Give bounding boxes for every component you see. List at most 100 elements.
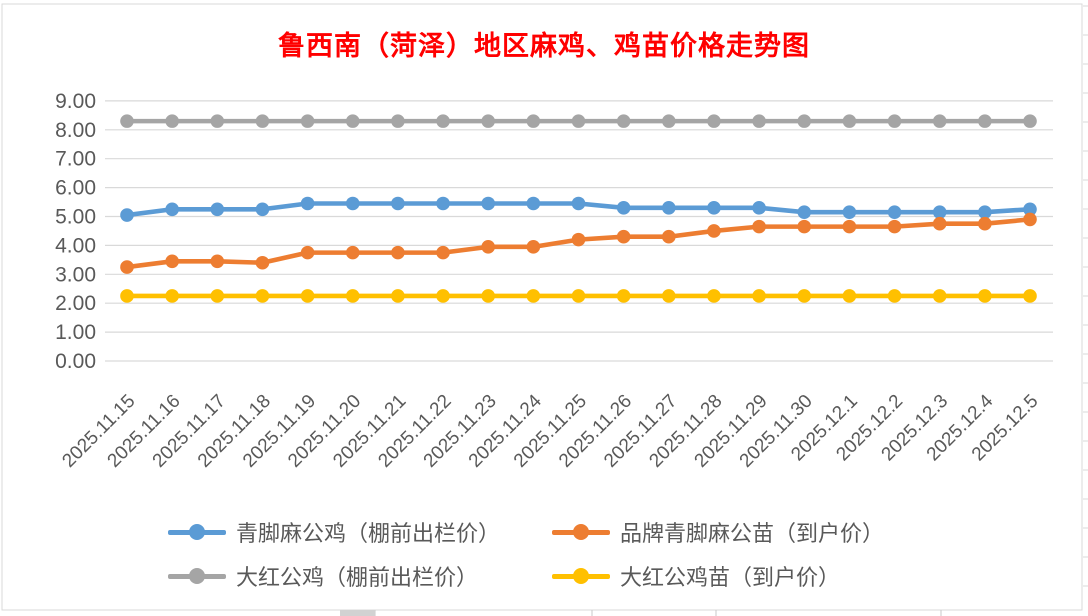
y-axis-tick-label: 4.00 xyxy=(55,234,96,257)
data-point xyxy=(391,245,405,260)
data-point xyxy=(210,202,225,217)
legend-label: 青脚麻公鸡（棚前出栏价） xyxy=(236,521,501,546)
data-point xyxy=(300,289,315,303)
y-axis-tick-label: 1.00 xyxy=(55,321,96,344)
data-point xyxy=(842,219,857,234)
data-point xyxy=(120,289,134,303)
data-point xyxy=(616,114,631,128)
legend-item-dahong-gongjimiao: 大红公鸡苗（到户价） xyxy=(552,558,840,594)
legend-item-qingjiaoma-gongji: 青脚麻公鸡（棚前出栏价） xyxy=(168,514,500,550)
chart-title: 鲁西南（菏泽）地区麻鸡、鸡苗价格走势图 xyxy=(278,31,810,61)
data-point xyxy=(165,114,179,128)
data-point xyxy=(391,289,405,303)
data-point xyxy=(978,114,992,128)
data-point xyxy=(345,114,360,128)
data-point xyxy=(707,224,721,238)
data-point xyxy=(345,196,360,211)
data-point xyxy=(255,289,270,303)
data-point xyxy=(707,114,721,128)
data-point xyxy=(165,202,179,217)
data-point xyxy=(526,289,541,303)
data-point xyxy=(345,245,360,260)
data-point xyxy=(932,205,947,219)
data-point xyxy=(887,219,902,234)
legend-line-marker-icon xyxy=(552,568,610,584)
data-point xyxy=(345,289,360,303)
data-point xyxy=(255,114,270,128)
data-point xyxy=(752,289,766,303)
data-point xyxy=(932,114,947,128)
data-point xyxy=(616,289,631,303)
data-point xyxy=(526,196,541,211)
data-point xyxy=(797,289,812,303)
data-point xyxy=(797,205,812,219)
legend-line-marker-icon xyxy=(168,524,226,540)
data-point xyxy=(210,114,225,128)
data-point xyxy=(436,196,450,211)
data-point xyxy=(165,254,179,269)
legend-line-marker-icon xyxy=(552,524,610,540)
data-point xyxy=(797,114,812,128)
data-point xyxy=(887,114,902,128)
data-point xyxy=(481,196,496,211)
y-axis-tick-label: 5.00 xyxy=(55,206,96,229)
data-point xyxy=(887,289,902,303)
data-point xyxy=(842,205,857,219)
data-point xyxy=(752,219,766,234)
data-point xyxy=(842,289,857,303)
data-point xyxy=(526,114,541,128)
chart-border xyxy=(1,3,1083,611)
data-point xyxy=(932,289,947,303)
data-point xyxy=(300,114,315,128)
y-axis-tick-label: 3.00 xyxy=(55,263,96,286)
data-point xyxy=(436,245,450,260)
data-point xyxy=(616,201,631,215)
data-point xyxy=(571,196,586,211)
data-point xyxy=(662,114,676,128)
data-point xyxy=(300,196,315,211)
data-point xyxy=(752,114,766,128)
data-point xyxy=(210,289,225,303)
data-point xyxy=(165,289,179,303)
data-point xyxy=(436,289,450,303)
data-point xyxy=(391,114,405,128)
data-point xyxy=(1023,114,1037,128)
data-point xyxy=(481,114,496,128)
y-axis-tick-label: 8.00 xyxy=(55,119,96,142)
data-point xyxy=(255,255,270,270)
data-point xyxy=(120,208,134,222)
data-point xyxy=(842,114,857,128)
y-axis-tick-label: 2.00 xyxy=(55,292,96,315)
data-point xyxy=(1023,289,1037,303)
data-point xyxy=(571,289,586,303)
data-point xyxy=(616,229,631,244)
data-point xyxy=(1023,202,1037,217)
data-point xyxy=(707,289,721,303)
data-point xyxy=(255,202,270,217)
data-point xyxy=(120,114,134,128)
data-point xyxy=(391,196,405,211)
data-point xyxy=(481,240,496,254)
data-point xyxy=(978,216,992,231)
y-axis-tick-label: 9.00 xyxy=(55,90,96,113)
data-point xyxy=(887,205,902,219)
data-point xyxy=(1023,212,1037,227)
data-point xyxy=(662,289,676,303)
data-point xyxy=(978,205,992,219)
data-point xyxy=(978,289,992,303)
legend-line-marker-icon xyxy=(168,568,226,584)
data-point xyxy=(797,219,812,234)
data-point xyxy=(481,289,496,303)
data-point xyxy=(300,245,315,260)
legend-label: 大红公鸡苗（到户价） xyxy=(620,565,841,590)
data-point xyxy=(662,201,676,215)
data-point xyxy=(932,216,947,231)
legend-label: 品牌青脚麻公苗（到户价） xyxy=(620,521,885,546)
legend-item-dahong-gongji: 大红公鸡（棚前出栏价） xyxy=(168,558,478,594)
legend-label: 大红公鸡（棚前出栏价） xyxy=(236,565,479,590)
data-point xyxy=(571,114,586,128)
data-point xyxy=(210,254,225,269)
legend-item-pinpai-qingjiaoma-gongmiao: 品牌青脚麻公苗（到户价） xyxy=(552,514,884,550)
y-axis-tick-label: 7.00 xyxy=(55,148,96,171)
